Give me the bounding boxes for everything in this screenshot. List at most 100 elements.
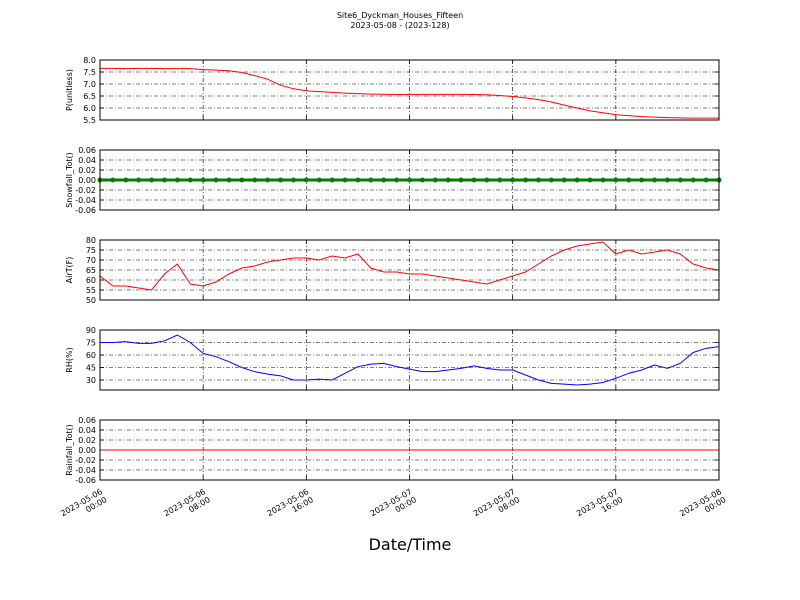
data-line	[99, 241, 720, 291]
y-tick-label: 8.0	[83, 56, 96, 65]
data-point	[123, 177, 129, 183]
plot-frame	[99, 59, 720, 121]
chart-title: Site6_Dyckman_Houses_Fifteen	[337, 11, 463, 20]
data-point	[548, 177, 554, 183]
data-point	[600, 177, 606, 183]
y-tick-label: 0.00	[78, 446, 96, 455]
y-tick-label: 60	[86, 276, 96, 285]
data-point	[265, 177, 271, 183]
data-line	[100, 334, 720, 386]
y-tick-label: 7.5	[83, 68, 96, 77]
data-point	[290, 177, 296, 183]
data-point	[664, 177, 670, 183]
data-point	[278, 177, 284, 183]
y-tick-label: 65	[86, 266, 96, 275]
data-point	[149, 177, 155, 183]
y-tick-label: 0.00	[78, 176, 96, 185]
data-point	[174, 177, 180, 183]
y-axis-label: RH(%)	[65, 347, 74, 372]
data-point	[523, 177, 529, 183]
data-point	[690, 177, 696, 183]
data-point	[213, 177, 219, 183]
data-point	[561, 177, 567, 183]
data-point	[187, 177, 193, 183]
data-point	[445, 177, 451, 183]
data-point	[677, 177, 683, 183]
y-tick-label: 60	[86, 351, 96, 360]
y-tick-label: 70	[86, 256, 96, 265]
data-point	[510, 177, 516, 183]
y-tick-label: 0.02	[78, 166, 96, 175]
x-tick-label: 2023-05-0700:00	[369, 487, 418, 526]
data-point	[626, 177, 632, 183]
data-point	[161, 177, 167, 183]
data-point	[574, 177, 580, 183]
data-point	[110, 177, 116, 183]
data-point	[355, 177, 361, 183]
y-tick-label: -0.06	[75, 206, 96, 215]
y-tick-label: 0.04	[78, 156, 96, 165]
y-tick-label: 30	[86, 376, 96, 385]
y-axis-label: Rainfall_Tot()	[65, 424, 74, 476]
y-tick-label: -0.02	[75, 186, 96, 195]
data-point	[613, 177, 619, 183]
x-tick-label: 2023-05-0716:00	[575, 487, 624, 526]
data-point	[458, 177, 464, 183]
y-tick-label: 6.0	[83, 104, 96, 113]
data-point	[394, 177, 400, 183]
y-tick-label: 90	[86, 326, 96, 335]
data-point	[639, 177, 645, 183]
data-point	[535, 177, 541, 183]
y-axis-label: AirT(F)	[65, 257, 74, 284]
x-tick-label: 2023-05-0608:00	[162, 487, 211, 526]
data-point	[432, 177, 438, 183]
data-point	[652, 177, 658, 183]
data-point	[419, 177, 425, 183]
y-tick-label: -0.04	[75, 466, 96, 475]
plot-frame	[99, 149, 720, 211]
chart-subtitle: 2023-05-08 - (2023-128)	[350, 21, 449, 30]
y-tick-label: 45	[86, 364, 96, 373]
y-tick-label: -0.06	[75, 476, 96, 485]
x-tick-label: 2023-05-0708:00	[472, 487, 521, 526]
data-point	[381, 177, 387, 183]
y-tick-label: 75	[86, 246, 96, 255]
data-point	[587, 177, 593, 183]
data-point	[303, 177, 309, 183]
data-point	[484, 177, 490, 183]
x-tick-label: 2023-05-0600:00	[59, 487, 108, 526]
data-point	[407, 177, 412, 183]
data-point	[136, 177, 142, 183]
y-axis-label: Snowfall_Tot()	[65, 152, 74, 208]
plot-frame	[99, 239, 720, 301]
y-tick-label: 75	[86, 339, 96, 348]
y-tick-label: 7.0	[83, 80, 96, 89]
plot-frame	[99, 419, 720, 481]
y-tick-label: 6.5	[83, 92, 96, 101]
data-point	[200, 177, 206, 183]
y-tick-label: 50	[86, 296, 96, 305]
plot-frame	[99, 329, 720, 391]
data-point	[226, 177, 232, 183]
data-point	[316, 177, 322, 183]
x-axis-label: Date/Time	[369, 535, 452, 554]
data-point	[252, 177, 258, 183]
y-tick-label: 0.06	[78, 416, 96, 425]
x-tick-label: 2023-05-0616:00	[266, 487, 315, 526]
y-tick-label: 80	[86, 236, 96, 245]
data-point	[342, 177, 348, 183]
data-point	[471, 177, 477, 183]
data-point	[497, 177, 503, 183]
y-tick-label: 5.5	[83, 116, 96, 125]
data-point	[703, 177, 709, 183]
data-point	[239, 177, 245, 183]
y-axis-label: P(unitless)	[65, 69, 74, 111]
y-tick-label: 0.06	[78, 146, 96, 155]
data-line	[100, 67, 719, 119]
y-tick-label: -0.02	[75, 456, 96, 465]
x-tick-label: 2023-05-0800:00	[678, 487, 727, 526]
y-tick-label: 55	[86, 286, 96, 295]
y-tick-label: 0.02	[78, 436, 96, 445]
y-tick-label: -0.04	[75, 196, 96, 205]
